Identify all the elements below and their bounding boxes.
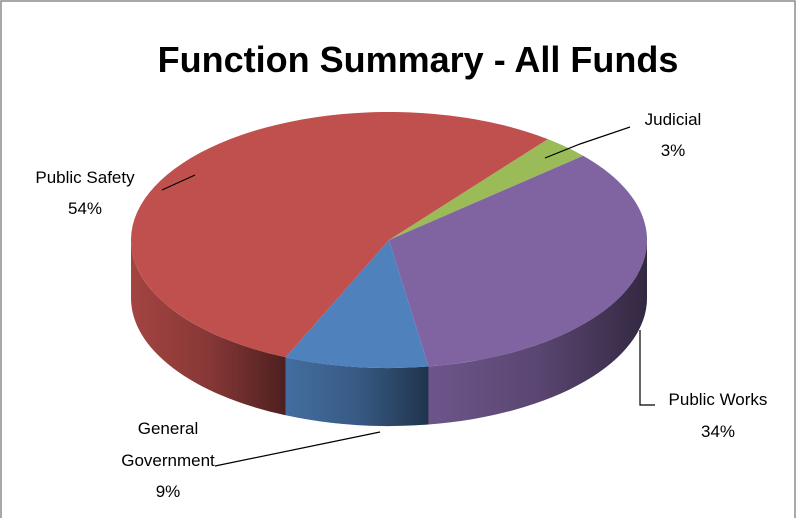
data-label-value: 3% [661,141,686,160]
data-label-value: 34% [701,422,735,441]
data-label-name: Public Works [669,390,768,409]
pie-slice [130,112,548,358]
data-label-name: Judicial [645,110,702,129]
data-label-name: General Government [121,419,215,470]
leader-line [214,431,381,467]
data-label-value: 9% [156,482,181,501]
leader-line [639,330,655,406]
chart-title: Function Summary - All Funds [158,39,679,80]
pie-side-shade [428,240,647,425]
pie-slice [389,139,584,240]
pie-slice [389,155,647,367]
pie-slice [285,240,429,368]
data-label-value: 54% [68,199,102,218]
pie-side-shade [131,240,286,416]
data-label-name: Public Safety [35,168,135,187]
pie-side-shade [285,357,429,426]
leader-line [161,174,196,191]
leader-line [544,126,631,159]
